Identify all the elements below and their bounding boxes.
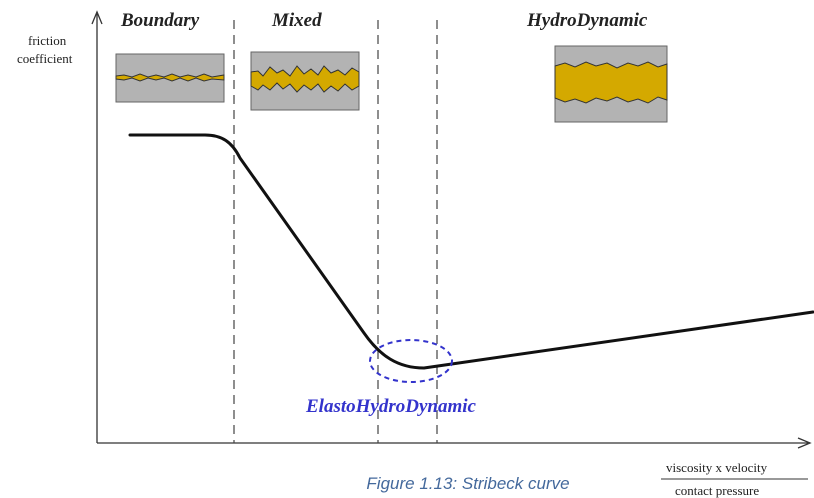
y-axis-label-line1: friction — [28, 33, 67, 48]
figure-caption: Figure 1.13: Stribeck curve — [366, 474, 569, 493]
x-axis-arrow — [797, 437, 812, 449]
regime-label-boundary: Boundary — [120, 10, 200, 31]
x-axis-label-numerator: viscosity x velocity — [666, 460, 768, 475]
elastohydrodynamic-label: ElastoHydroDynamic — [305, 396, 477, 417]
mixed-contact-illustration — [250, 51, 360, 111]
y-axis-label-line2: coefficient — [17, 51, 73, 66]
regime-label-mixed: Mixed — [271, 10, 322, 31]
y-axis-arrow — [91, 10, 103, 25]
x-axis-label-denominator: contact pressure — [675, 483, 759, 498]
regime-label-hydrodynamic: HydroDynamic — [526, 10, 648, 31]
hydrodynamic-illustration — [554, 45, 668, 123]
boundary-contact-illustration — [115, 53, 225, 103]
ehd-region-ellipse — [369, 339, 453, 383]
stribeck-curve — [128, 133, 814, 370]
